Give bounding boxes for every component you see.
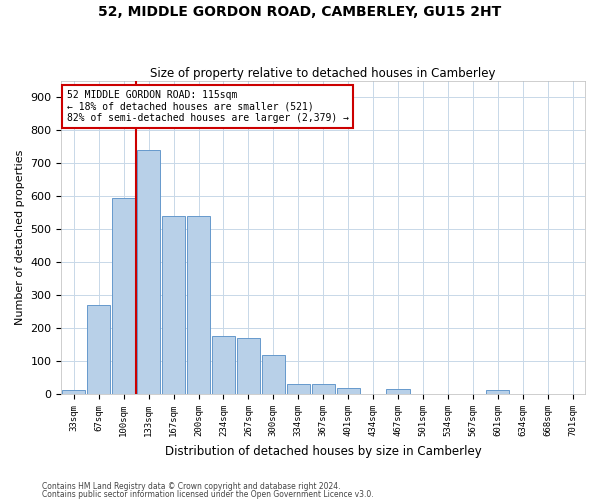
Bar <box>212 336 235 394</box>
Bar <box>311 384 335 394</box>
Bar <box>137 150 160 394</box>
Bar <box>262 354 285 394</box>
X-axis label: Distribution of detached houses by size in Camberley: Distribution of detached houses by size … <box>165 444 482 458</box>
Bar <box>287 384 310 394</box>
Text: Contains public sector information licensed under the Open Government Licence v3: Contains public sector information licen… <box>42 490 374 499</box>
Bar <box>187 216 210 394</box>
Bar <box>112 198 136 394</box>
Bar <box>386 389 410 394</box>
Bar <box>162 216 185 394</box>
Bar <box>62 390 85 394</box>
Bar <box>87 305 110 394</box>
Title: Size of property relative to detached houses in Camberley: Size of property relative to detached ho… <box>151 66 496 80</box>
Text: 52 MIDDLE GORDON ROAD: 115sqm
← 18% of detached houses are smaller (521)
82% of : 52 MIDDLE GORDON ROAD: 115sqm ← 18% of d… <box>67 90 349 124</box>
Bar <box>486 390 509 394</box>
Y-axis label: Number of detached properties: Number of detached properties <box>15 150 25 325</box>
Bar <box>337 388 360 394</box>
Text: Contains HM Land Registry data © Crown copyright and database right 2024.: Contains HM Land Registry data © Crown c… <box>42 482 341 491</box>
Text: 52, MIDDLE GORDON ROAD, CAMBERLEY, GU15 2HT: 52, MIDDLE GORDON ROAD, CAMBERLEY, GU15 … <box>98 5 502 19</box>
Bar <box>237 338 260 394</box>
